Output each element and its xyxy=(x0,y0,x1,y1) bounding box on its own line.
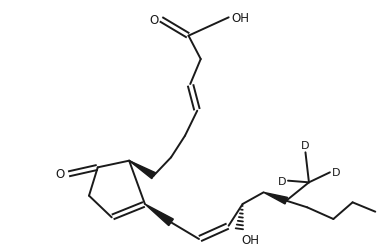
Polygon shape xyxy=(129,161,156,179)
Text: OH: OH xyxy=(241,233,259,246)
Polygon shape xyxy=(145,204,173,226)
Text: D: D xyxy=(278,176,286,186)
Text: O: O xyxy=(56,168,65,181)
Text: D: D xyxy=(301,141,310,151)
Polygon shape xyxy=(263,193,288,204)
Text: D: D xyxy=(332,168,340,178)
Text: O: O xyxy=(149,13,159,26)
Text: OH: OH xyxy=(232,12,250,25)
